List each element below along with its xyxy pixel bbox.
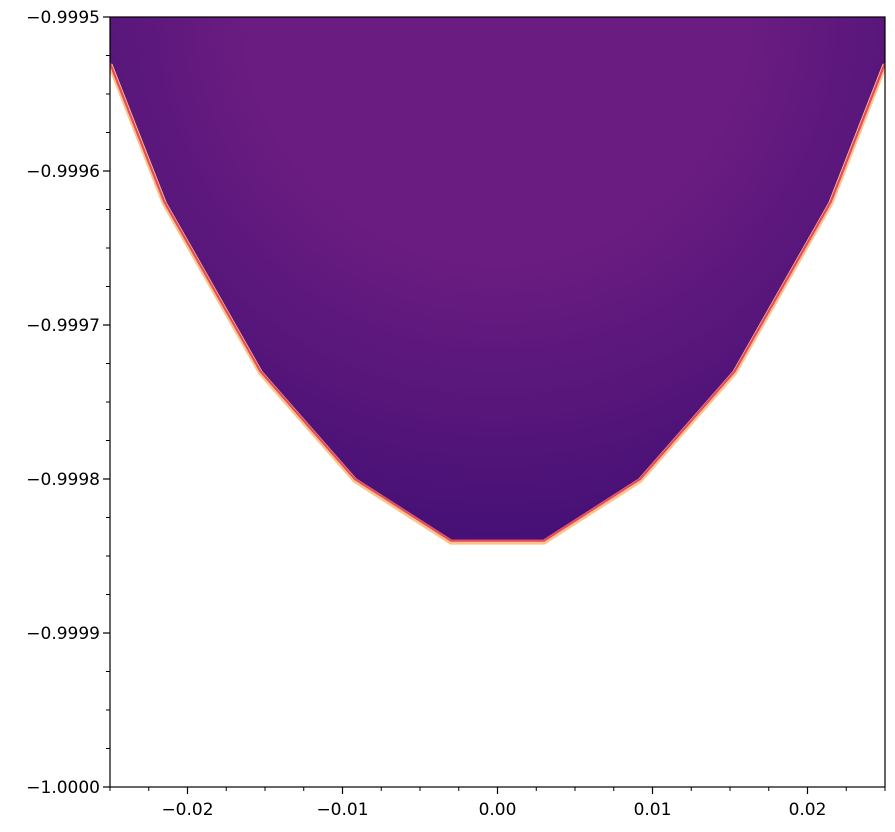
y-tick-label: −0.9997 [26,316,100,336]
density-region [110,17,885,541]
y-tick-label: −0.9995 [26,8,100,28]
y-tick-label: −0.9998 [26,470,100,490]
x-tick-label: −0.01 [316,800,368,820]
y-tick-label: −0.9999 [26,624,100,644]
x-tick-label: 0.01 [634,800,672,820]
y-tick-label: −1.0000 [26,778,100,798]
y-tick-label: −0.9996 [26,162,100,182]
x-tick-label: 0.02 [789,800,827,820]
x-tick-label: −0.02 [161,800,213,820]
x-tick-label: 0.00 [479,800,517,820]
boundary-edge [110,62,885,542]
